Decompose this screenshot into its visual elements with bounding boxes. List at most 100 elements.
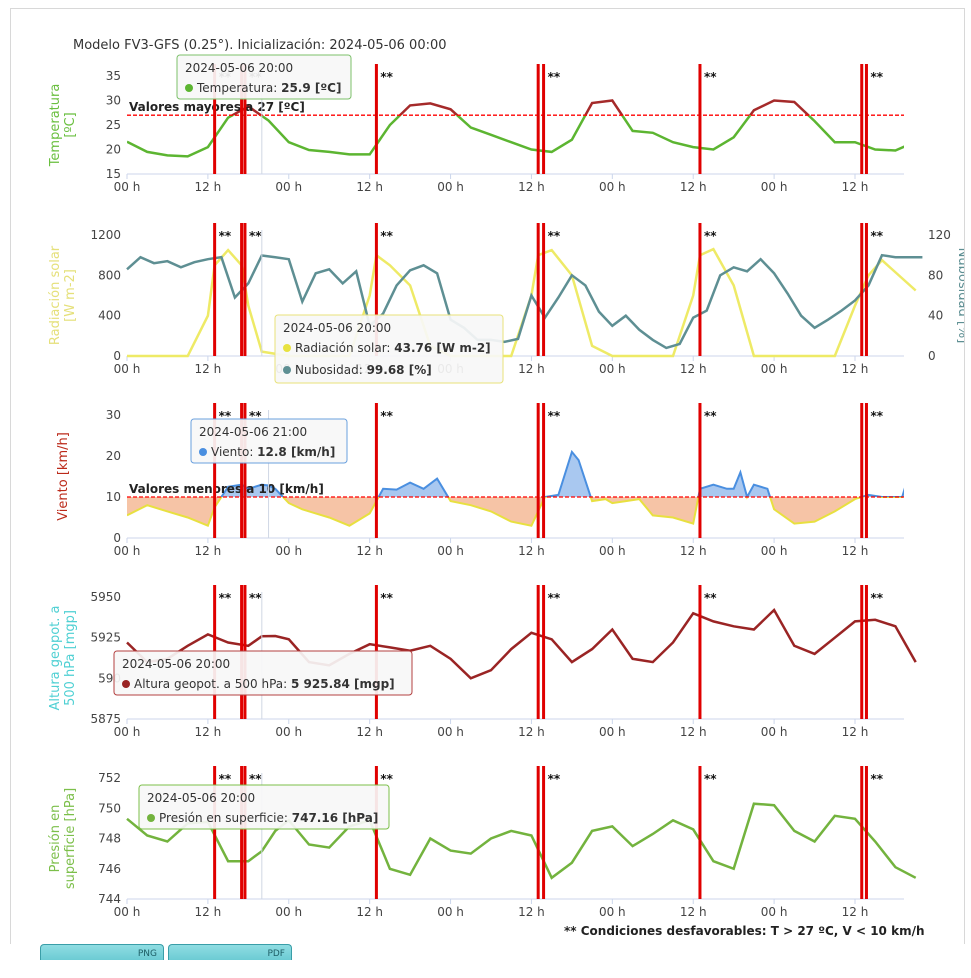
unfavourable-marker-label: **	[380, 409, 393, 423]
y-tick-label: 744	[98, 892, 121, 906]
x-tick-label: 12 h	[356, 544, 383, 558]
tooltip: 2024-05-06 20:00 Temperatura: 25.9 [ºC]	[176, 54, 352, 100]
tooltip-series-name: Nubosidad:	[295, 363, 367, 377]
y-axis-title-line: superficie [hPa]	[63, 788, 78, 889]
y-tick-label: 35	[106, 69, 121, 83]
unfavourable-marker-label: **	[704, 409, 717, 423]
download-png-label: PNG	[137, 949, 157, 959]
x-tick-label: 12 h	[842, 362, 869, 376]
x-tick-label: 00 h	[761, 180, 788, 194]
tooltip-series-name: Altura geopot. a 500 hPa:	[134, 677, 291, 691]
unfavourable-marker-label: **	[380, 591, 393, 605]
x-tick-label: 12 h	[195, 725, 222, 739]
download-pdf-button[interactable]: PDF	[168, 944, 292, 960]
y-tick-label: 752	[98, 771, 121, 785]
x-tick-label: 12 h	[195, 905, 222, 919]
y2-axis-title: Nubosidad [%]	[955, 248, 964, 344]
x-tick-label: 12 h	[680, 180, 707, 194]
tooltip-series-name: Presión en superficie:	[159, 811, 292, 825]
x-tick-label: 12 h	[680, 544, 707, 558]
x-tick-label: 00 h	[599, 905, 626, 919]
tooltip-series-dot	[199, 448, 207, 456]
tooltip-value: 747.16 [hPa]	[292, 811, 379, 825]
y-axis-title-line: Presión en	[48, 805, 63, 873]
tooltip-series-dot	[283, 344, 291, 352]
download-pdf-label: PDF	[267, 949, 285, 959]
y-tick-label: 400	[98, 309, 121, 323]
tooltip-box	[113, 650, 413, 696]
y-axis-title-line: [ºC]	[63, 112, 78, 137]
geopotential-line	[126, 607, 917, 680]
x-tick-label: 12 h	[680, 362, 707, 376]
unfavourable-marker-label: **	[704, 70, 717, 84]
temperature-line-above	[230, 99, 811, 116]
unfavourable-marker-label: **	[870, 772, 883, 786]
y-axis-title: Viento [km/h]	[56, 432, 71, 521]
wind-line-above	[220, 449, 904, 497]
x-tick-label: 12 h	[842, 905, 869, 919]
y-tick-label: 748	[98, 832, 121, 846]
x-tick-label: 00 h	[275, 725, 302, 739]
download-png-button[interactable]: PNG	[40, 944, 164, 960]
y-axis-title-line: Temperatura	[48, 84, 63, 168]
threshold-label: Valores menores a 10 [km/h]	[129, 482, 324, 496]
y2-tick-label: 120	[928, 228, 951, 242]
unfavourable-marker-label: **	[249, 772, 262, 786]
unfavourable-marker-label: **	[380, 772, 393, 786]
tooltip-time: 2024-05-06 20:00	[147, 791, 255, 805]
tooltip-row: Altura geopot. a 500 hPa: 5 925.84 [mgp]	[134, 677, 395, 691]
tooltip-time: 2024-05-06 20:00	[283, 321, 391, 335]
y-tick-label: 10	[106, 490, 121, 504]
unfavourable-marker-label: **	[704, 229, 717, 243]
unfavourable-marker-label: **	[249, 229, 262, 243]
temperature-line-below	[127, 115, 904, 158]
x-tick-label: 00 h	[275, 180, 302, 194]
tooltip-series-name: Radiación solar:	[295, 341, 394, 355]
unfavourable-marker-label: **	[548, 409, 561, 423]
y-axis-title-line: [W m-2]	[63, 269, 78, 322]
tooltip-series-name: Viento:	[211, 445, 257, 459]
y-tick-label: 0	[113, 349, 121, 363]
x-tick-label: 00 h	[761, 544, 788, 558]
y-tick-label: 5925	[90, 631, 121, 645]
tooltip: 2024-05-06 20:00 Presión en superficie: 7…	[138, 784, 390, 830]
y2-tick-label: 40	[928, 309, 943, 323]
x-tick-label: 12 h	[518, 544, 545, 558]
tooltip-row: Nubosidad: 99.68 [%]	[295, 363, 432, 377]
panel-pressure: 744 746 748 750 752 Presión en superficie [hP…	[48, 766, 917, 919]
x-tick-label: 12 h	[356, 180, 383, 194]
unfavourable-marker-label: **	[219, 772, 232, 786]
x-tick-label: 12 h	[356, 725, 383, 739]
x-tick-label: 00 h	[599, 544, 626, 558]
y-axis-title-line: 500 hPa [mgp]	[63, 610, 78, 706]
y-axis-title: Presión en superficie [hPa]Presión ensup…	[48, 788, 78, 889]
tooltip-box	[190, 418, 348, 464]
unfavourable-marker-label: **	[870, 409, 883, 423]
unfavourable-marker-label: **	[219, 229, 232, 243]
unfavourable-marker-label: **	[704, 591, 717, 605]
tooltip-box	[274, 314, 504, 384]
y-tick-label: 30	[106, 408, 121, 422]
x-tick-label: 00 h	[114, 544, 141, 558]
chart-container: Modelo FV3-GFS (0.25°). Inicialización: …	[10, 8, 965, 944]
tooltip-time: 2024-05-06 20:00	[122, 657, 230, 671]
x-tick-label: 12 h	[518, 362, 545, 376]
tooltip-value: 99.68 [%]	[367, 363, 432, 377]
x-tick-label: 00 h	[114, 180, 141, 194]
unfavourable-marker-label: **	[548, 229, 561, 243]
meteogram-svg: Modelo FV3-GFS (0.25°). Inicialización: …	[48, 38, 964, 938]
y-tick-label: 750	[98, 801, 121, 815]
unfavourable-marker-label: **	[380, 229, 393, 243]
y-tick-label: 800	[98, 268, 121, 282]
x-tick-label: 00 h	[437, 180, 464, 194]
unfavourable-marker-label: **	[870, 70, 883, 84]
y-tick-label: 5950	[90, 590, 121, 604]
unfavourable-marker-label: **	[380, 70, 393, 84]
y-tick-label: 1200	[90, 228, 121, 242]
threshold-label: Valores mayores a 27 [ºC]	[129, 100, 305, 114]
y-axis-title: Temperatura [ºC]Temperatura[ºC]	[48, 84, 78, 168]
y-tick-label: 746	[98, 862, 121, 876]
x-tick-label: 00 h	[114, 725, 141, 739]
x-tick-label: 12 h	[195, 544, 222, 558]
x-tick-label: 00 h	[114, 905, 141, 919]
